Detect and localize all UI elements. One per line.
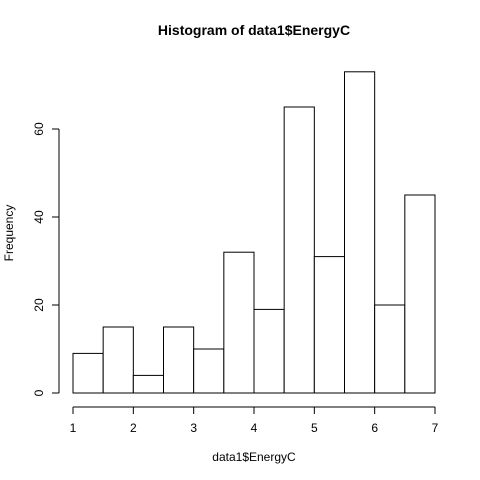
histogram-bar-7 (253, 308, 285, 394)
histogram-bar-12 (404, 194, 436, 394)
y-tick-label-20: 20 (32, 298, 46, 312)
x-tick-label-3: 3 (190, 421, 197, 435)
x-axis: 1 2 3 4 5 6 7 (70, 406, 439, 435)
x-tick-label-4: 4 (251, 421, 258, 435)
y-tick-label-0: 0 (32, 389, 46, 396)
chart-title: Histogram of data1$EnergyC (158, 22, 350, 38)
x-tick-label-6: 6 (371, 421, 378, 435)
y-axis: 0 20 40 60 (32, 122, 60, 396)
histogram-bar-10 (344, 71, 376, 394)
histogram-bar-5 (193, 348, 225, 394)
y-tick-label-40: 40 (32, 210, 46, 224)
histogram-bar-6 (223, 251, 255, 394)
histogram-bar-2 (102, 326, 134, 394)
histogram-bar-3 (132, 374, 164, 394)
histogram-bar-1 (72, 352, 104, 394)
x-tick-label-1: 1 (70, 421, 77, 435)
histogram-bar-4 (163, 326, 195, 394)
histogram-bar-8 (283, 106, 315, 394)
y-tick-label-60: 60 (32, 122, 46, 136)
x-tick-label-2: 2 (130, 421, 137, 435)
y-axis-label: Frequency (2, 205, 16, 262)
x-tick-label-5: 5 (311, 421, 318, 435)
x-axis-label: data1$EnergyC (212, 450, 296, 464)
histogram-bar-9 (313, 256, 346, 394)
bars-layer (72, 71, 436, 394)
x-tick-label-7: 7 (432, 421, 439, 435)
histogram-bar-11 (374, 304, 406, 394)
